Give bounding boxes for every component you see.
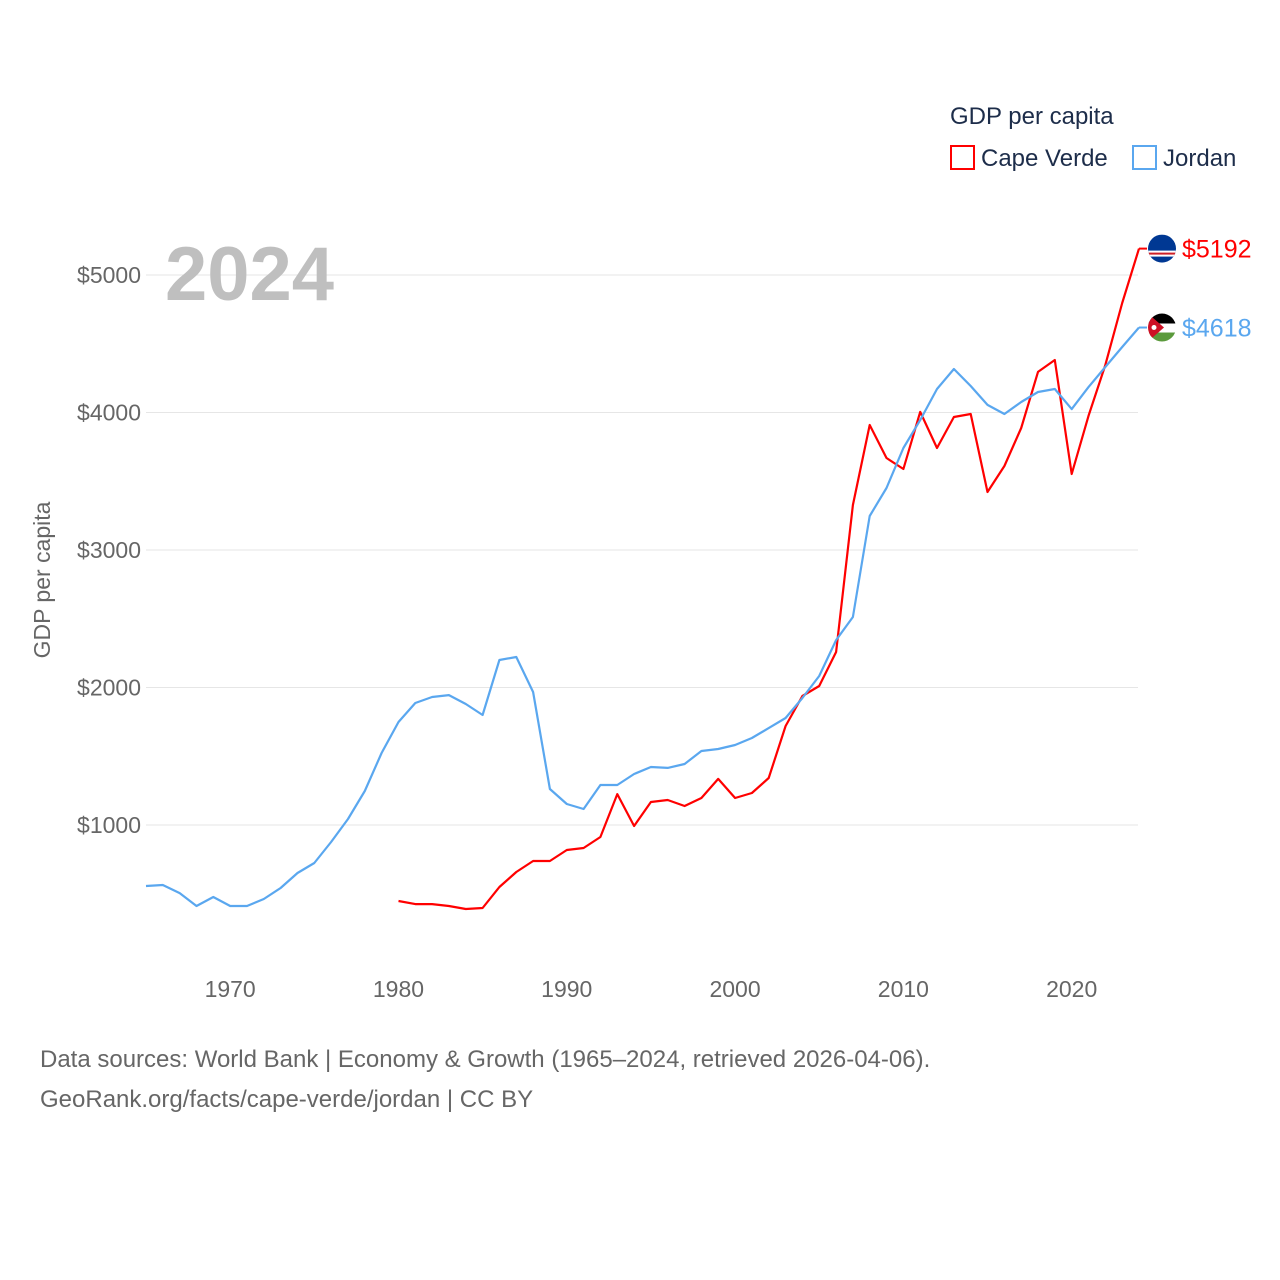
footer-attribution[interactable]: GeoRank.org/facts/cape-verde/jordan | CC…: [40, 1086, 534, 1113]
end-value-label: $5192: [1182, 236, 1252, 264]
x-tick-label: 1970: [205, 976, 256, 1002]
series-line-jordan: [145, 326, 1140, 908]
legend-label-jordan: Jordan: [1163, 145, 1236, 172]
legend-item-jordan[interactable]: Jordan: [1132, 145, 1236, 172]
end-value-label: $4618: [1182, 315, 1252, 343]
y-axis-label: GDP per capita: [29, 501, 55, 658]
x-tick-label: 1990: [541, 976, 592, 1002]
jordan-flag-icon: [1148, 313, 1176, 342]
x-tick-label: 2000: [709, 976, 760, 1002]
footer-sources: Data sources: World Bank | Economy & Gro…: [40, 1046, 931, 1073]
year-watermark: 2024: [165, 232, 334, 317]
legend-item-cape-verde[interactable]: Cape Verde: [950, 145, 1108, 172]
x-tick-label: 1980: [373, 976, 424, 1002]
y-tick-label: $4000: [77, 400, 141, 426]
legend-label-cape-verde: Cape Verde: [981, 145, 1108, 172]
cape-verde-flag-icon: [1148, 234, 1176, 263]
series-line-cape-verde: [398, 248, 1141, 911]
y-tick-label: $5000: [77, 262, 141, 288]
x-tick-label: 2020: [1046, 976, 1097, 1002]
legend-swatch-cape-verde: [950, 145, 975, 170]
y-tick-label: $1000: [77, 812, 141, 838]
x-tick-label: 2010: [878, 976, 929, 1002]
y-tick-label: $3000: [77, 537, 141, 563]
y-tick-label: $2000: [77, 675, 141, 701]
legend-title: GDP per capita: [950, 103, 1114, 130]
legend-swatch-jordan: [1132, 145, 1157, 170]
